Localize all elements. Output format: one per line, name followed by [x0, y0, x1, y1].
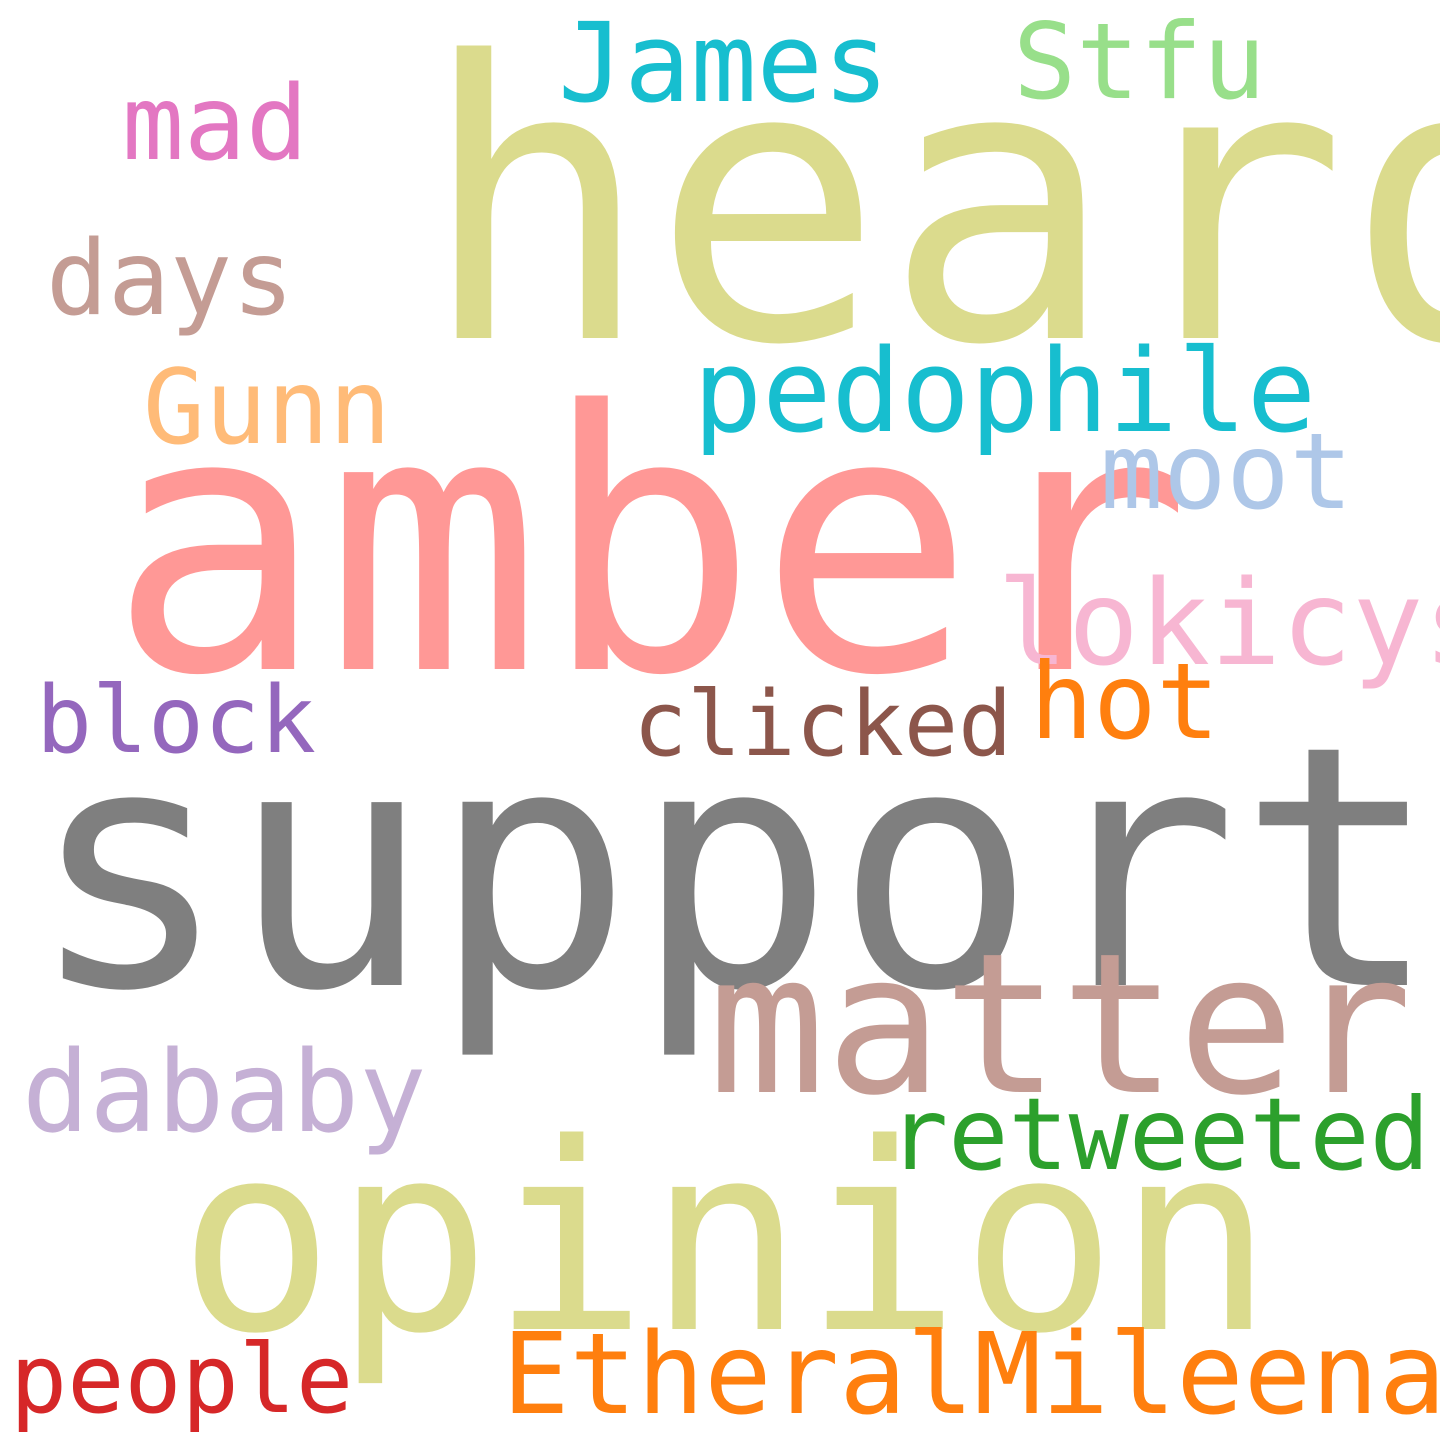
word-people: people: [10, 1325, 354, 1435]
word-moot: moot: [1100, 411, 1353, 533]
word-gunn: Gunn: [143, 348, 392, 468]
word-dababy: dababy: [22, 1028, 427, 1158]
word-etheralmileena: EtheralMileena: [502, 1310, 1440, 1440]
word-days: days: [46, 219, 295, 339]
word-heard: heard: [420, 0, 1440, 429]
word-hot: hot: [1030, 641, 1220, 763]
word-stfu: Stfu: [1013, 1, 1266, 123]
word-mad: mad: [122, 64, 309, 184]
word-amber: amber: [108, 335, 1192, 754]
word-support: support: [28, 675, 1440, 1065]
word-pedophile: pedophile: [693, 325, 1317, 459]
word-retweeted: retweeted: [888, 1076, 1430, 1193]
word-matter: matter: [708, 911, 1413, 1138]
word-opinion: opinion: [178, 1089, 1274, 1391]
word-lokicys: lokicys: [997, 554, 1440, 692]
word-block: block: [36, 666, 316, 774]
word-clicked: clicked: [633, 672, 1013, 777]
word-james: James: [558, 0, 890, 127]
